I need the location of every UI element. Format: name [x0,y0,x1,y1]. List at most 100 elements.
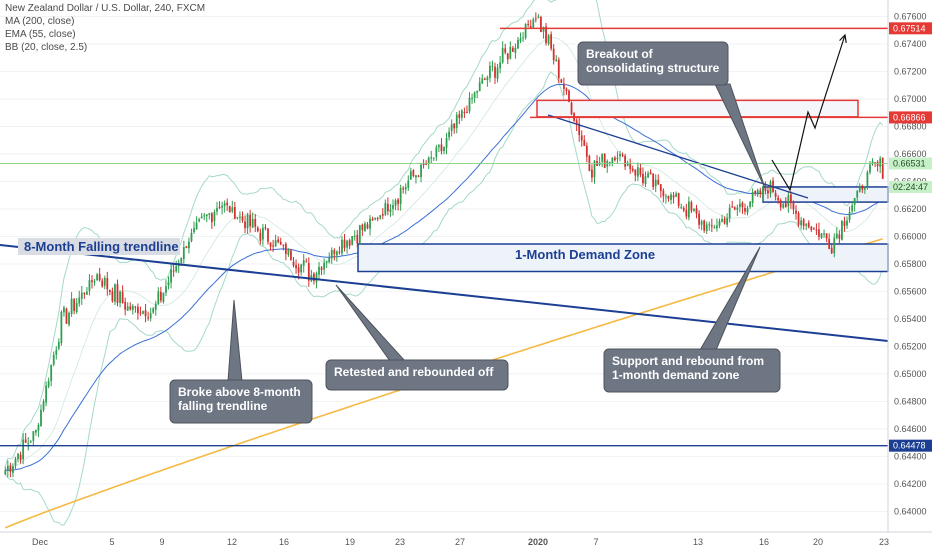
candle-body [154,303,157,310]
candle-body [343,239,346,249]
candle-body [517,39,519,49]
candle-body [527,23,530,25]
candle-body [254,219,257,227]
candle-body [32,431,35,441]
candle-body [693,209,695,211]
candle-body [200,216,203,219]
candle-body [445,138,448,148]
candle-body [751,191,754,203]
candle-body [185,246,188,249]
candle-body [667,195,670,199]
candle-body [172,270,175,272]
candle-body [705,224,708,231]
candle-body [70,298,73,314]
candle-body [481,78,484,84]
candle-body [50,364,53,382]
candle-body [700,221,703,225]
candle-body [659,184,662,192]
candle-body [101,280,104,287]
candle-body [213,212,216,222]
candle-body [802,219,805,227]
candle-body [180,257,183,263]
x-tick-label: 19 [345,537,355,547]
candle-body [759,190,762,194]
candle-body [307,263,310,281]
callout-retested-text: Retested and rebounded off [334,365,494,379]
candle-body [812,228,815,230]
price-tag-label: 0.66531 [893,158,926,168]
candle-body [88,280,91,291]
legend-ema: EMA (55, close) [5,29,76,40]
candle-body [649,172,652,175]
candle-body [782,204,785,208]
y-tick-label: 0.67600 [894,11,927,21]
candle-body [787,195,790,207]
candle-body [358,225,361,243]
candle-body [152,308,155,313]
candle-body [499,62,502,69]
candle-body [379,215,382,219]
candle-body [792,201,795,210]
candle-body [269,242,272,247]
candle-body [236,217,239,219]
candle-body [795,210,797,214]
consolidation-trendline [547,114,809,199]
candle-body [591,169,593,178]
candle-body [399,187,402,205]
trendline-label-bg [18,238,180,255]
candle-body [267,228,269,242]
candle-body [239,216,241,218]
candle-body [662,190,665,197]
candle-body [552,48,555,61]
candle-body [98,273,101,281]
candle-body [636,167,639,177]
candle-body [797,213,800,225]
candle-body [736,207,739,210]
candle-body [318,266,320,275]
y-tick-label: 0.65000 [894,369,927,379]
candle-body [205,214,208,217]
demand-zone-label: 1-Month Demand Zone [515,247,655,262]
candle-body [407,180,410,188]
x-tick-label: 12 [227,537,237,547]
candle-body [277,239,280,243]
candle-body [96,274,98,281]
candle-body [466,111,468,113]
y-tick-label: 0.64000 [894,506,927,516]
legend-bb: BB (20, close, 2.5) [5,42,88,53]
candle-body [619,153,621,157]
candle-body [75,303,78,313]
candle-body [60,311,63,344]
candle-body [657,179,660,185]
candle-body [394,200,397,206]
candle-body [665,196,667,198]
candle-body [570,102,573,115]
candle-body [468,97,471,112]
candle-body [858,186,861,192]
bb-lower-line [4,71,884,526]
candle-body [45,385,47,403]
candle-body [124,301,127,310]
candle-body [246,214,249,229]
candle-body [764,187,767,191]
candle-body [249,214,252,227]
candle-body [578,123,581,136]
candle-body [422,163,425,166]
callout-broke-text: Broke above 8-month [178,385,301,399]
candle-body [402,188,405,190]
candle-body [244,221,246,229]
candle-body [642,173,644,184]
candle-body [726,217,729,225]
candle-body [494,66,496,78]
candle-body [356,234,359,244]
candle-body [652,173,655,187]
candle-body [682,207,685,211]
candle-body [455,114,458,128]
candle-body [879,158,882,167]
candle-body [580,135,583,141]
candle-body [404,187,407,190]
x-tick-label: 27 [455,537,465,547]
candle-body [231,207,234,212]
candle-body [93,281,96,283]
